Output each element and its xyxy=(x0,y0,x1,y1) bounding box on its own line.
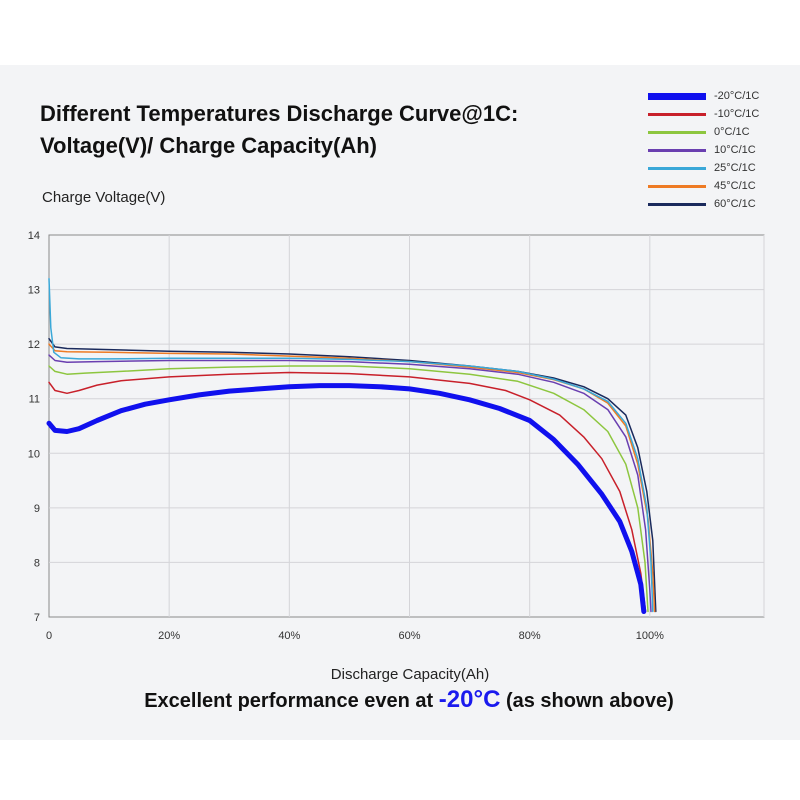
caption: Excellent performance even at -20°C (as … xyxy=(0,686,800,714)
series-line xyxy=(46,383,647,614)
caption-temperature: -20°C xyxy=(438,686,501,713)
x-tick-label: 100% xyxy=(636,630,664,642)
y-tick-label: 8 xyxy=(34,557,40,569)
title-line-2: Voltage(V)/ Charge Capacity(Ah) xyxy=(40,133,377,158)
chart-title: Different Temperatures Discharge Curve@1… xyxy=(40,98,518,162)
y-tick-label: 13 xyxy=(28,285,40,297)
legend-swatch xyxy=(648,166,706,170)
caption-suffix: (as shown above) xyxy=(500,690,674,712)
legend-swatch xyxy=(648,130,706,134)
series-line xyxy=(48,343,656,613)
x-tick-label: 80% xyxy=(519,630,541,642)
legend-swatch xyxy=(648,92,706,100)
y-axis-label: Charge Voltage(V) xyxy=(42,189,166,206)
series-line xyxy=(48,277,654,613)
y-tick-label: 7 xyxy=(34,612,40,624)
legend-label: 45°C/1C xyxy=(714,180,756,192)
legend-swatch xyxy=(648,202,706,206)
legend-swatch xyxy=(648,112,706,116)
legend-label: 60°C/1C xyxy=(714,198,756,210)
title-line-1: Different Temperatures Discharge Curve@1… xyxy=(40,101,519,126)
caption-prefix: Excellent performance even at xyxy=(144,690,439,712)
legend-swatch xyxy=(648,148,706,152)
y-tick-label: 9 xyxy=(34,503,40,515)
y-tick-label: 12 xyxy=(28,339,40,351)
series-line xyxy=(48,365,649,613)
legend-label: 10°C/1C xyxy=(714,144,756,156)
plot-area xyxy=(48,234,765,618)
y-tick-label: 14 xyxy=(28,230,40,242)
legend-label: -20°C/1C xyxy=(714,90,760,102)
x-tick-label: 20% xyxy=(158,630,180,642)
legend-label: 25°C/1C xyxy=(714,162,756,174)
legend-swatch xyxy=(648,184,706,188)
series-line xyxy=(48,354,652,613)
x-tick-label: 60% xyxy=(398,630,420,642)
x-tick-label: 40% xyxy=(278,630,300,642)
legend-label: -10°C/1C xyxy=(714,108,760,120)
x-tick-label: 0 xyxy=(46,630,52,642)
y-tick-label: 11 xyxy=(29,394,40,406)
x-axis-label: Discharge Capacity(Ah) xyxy=(330,666,490,683)
series-line xyxy=(48,371,647,613)
y-tick-label: 10 xyxy=(28,448,40,460)
legend-label: 0°C/1C xyxy=(714,126,750,138)
